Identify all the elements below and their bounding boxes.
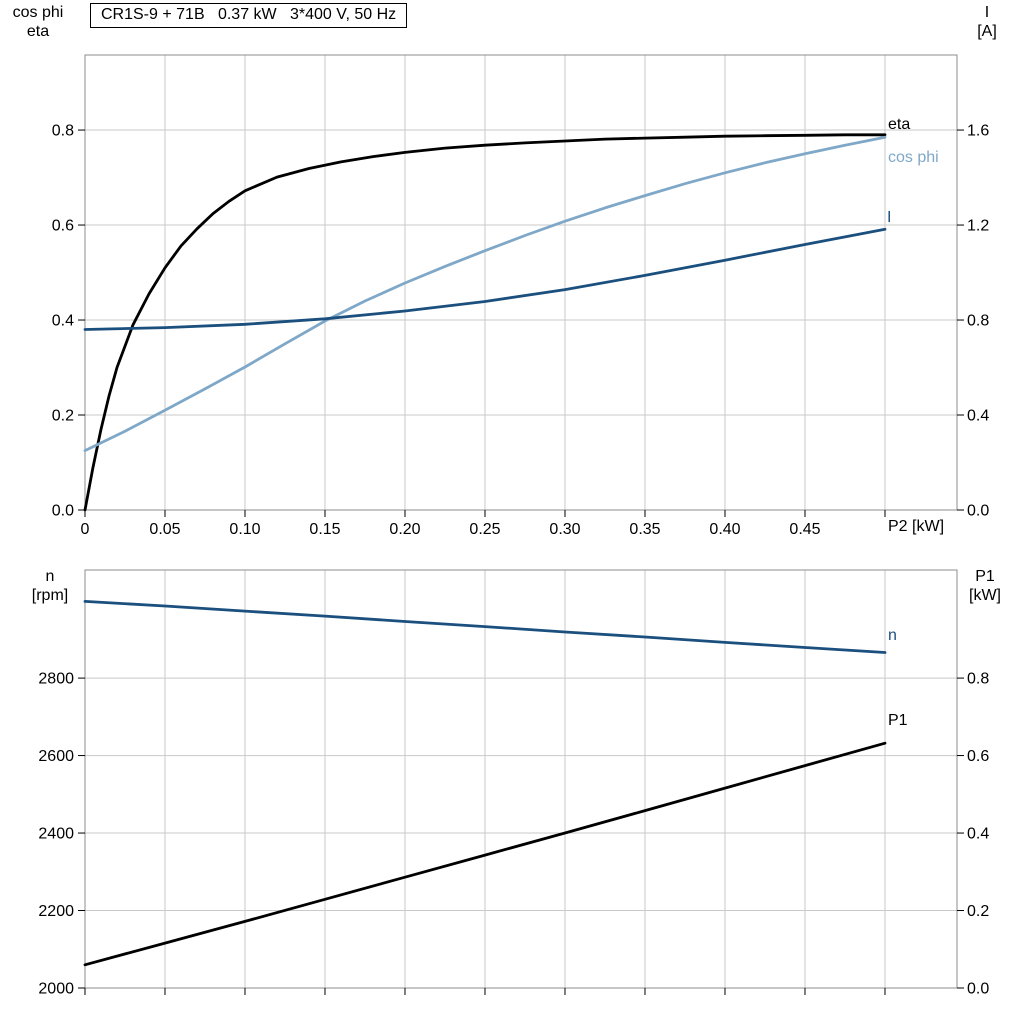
right-tick-label: 0.4 [967, 408, 989, 425]
left-tick-label: 0.8 [52, 123, 74, 140]
right-tick-label: 1.2 [967, 218, 989, 235]
curve-eta [83, 133, 887, 512]
right-axis-title-top: I [A] [962, 3, 1012, 41]
left-axis-title-line2: [rpm] [31, 587, 69, 604]
x-tick-label: 0.30 [549, 521, 580, 538]
left-tick-label: 0.0 [52, 503, 74, 520]
x-tick-label: 0.15 [309, 521, 340, 538]
curve-label-p1: P1 [888, 712, 908, 729]
right-tick-label: 0.8 [967, 671, 989, 688]
left-tick-label: 2800 [38, 671, 74, 688]
right-tick-label: 0.0 [967, 503, 989, 520]
left-axis-title-line1: cos phi [12, 4, 64, 21]
right-axis-title-bottom: P1 [kW] [956, 567, 1014, 605]
left-axis-title-line2: eta [26, 23, 50, 40]
left-axis-title-top: cos phi eta [6, 3, 70, 41]
chart-panel-1: 2000 2200 2400 2600 2800 0.0 0.2 0.4 0.6 0.8 [38, 569, 989, 998]
left-tick-label: 2200 [38, 903, 74, 920]
plot-frame [84, 569, 958, 989]
curve-label-eta: eta [888, 116, 911, 133]
x-tick-label: 0.45 [789, 521, 820, 538]
curve-label-current: I [887, 209, 892, 226]
right-tick-label: 1.6 [967, 123, 989, 140]
left-axis-title-line1: n [45, 568, 55, 585]
left-tick-label: 2600 [38, 748, 74, 765]
chart-panel-0: 0.0 0.2 0.4 0.6 0.8 0.0 0.4 0.8 1.2 1.6 0 0.05 0.10 0… [52, 54, 989, 538]
left-tick-label: 0.6 [52, 218, 74, 235]
x-tick-label: 0.10 [229, 521, 260, 538]
right-tick-label: 0.0 [967, 981, 989, 998]
curve-n [83, 600, 887, 654]
curve-label-cos-phi: cos phi [888, 149, 939, 166]
x-tick-label: 0.05 [149, 521, 180, 538]
right-tick-label: 0.4 [967, 826, 989, 843]
x-tick-label: 0.40 [709, 521, 740, 538]
right-tick-label: 0.2 [967, 903, 989, 920]
curve-label-speed: n [888, 627, 897, 644]
left-tick-label: 2000 [38, 981, 74, 998]
right-tick-label: 0.8 [967, 313, 989, 330]
left-axis-title-bottom: n [rpm] [18, 567, 82, 605]
curve-cos-phi [83, 135, 887, 453]
curve-I [83, 227, 887, 331]
x-axis-label: P2 [kW] [888, 518, 945, 535]
left-tick-label: 0.4 [52, 313, 74, 330]
right-axis-title-line1: P1 [975, 568, 995, 585]
right-axis-title-line2: [kW] [969, 587, 1001, 604]
x-tick-label: 0.20 [389, 521, 420, 538]
x-tick-label: 0.25 [469, 521, 500, 538]
plot-frame [84, 54, 958, 511]
right-axis-title-line2: [A] [977, 23, 997, 40]
chart-title: CR1S-9 + 71B 0.37 kW 3*400 V, 50 Hz [90, 3, 408, 28]
curve-P1 [83, 741, 887, 967]
x-tick-label: 0.35 [629, 521, 660, 538]
left-tick-label: 2400 [38, 826, 74, 843]
left-tick-label: 0.2 [52, 408, 74, 425]
x-tick-label: 0 [81, 521, 90, 538]
right-axis-title-line1: I [984, 4, 990, 21]
right-tick-label: 0.6 [967, 748, 989, 765]
